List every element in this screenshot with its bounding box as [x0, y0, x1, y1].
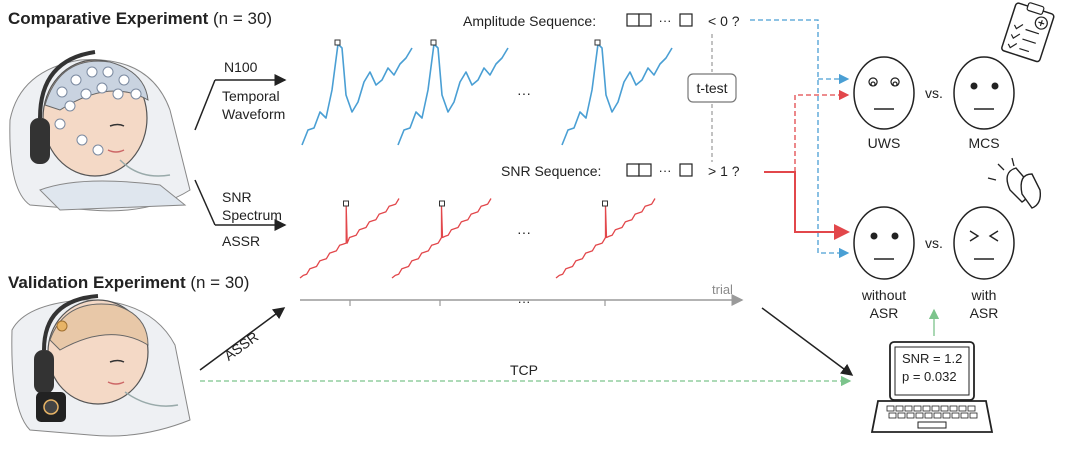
- snr-dots: ···: [659, 163, 672, 178]
- amplitude-dots: ···: [659, 13, 672, 28]
- laptop-key: [895, 405, 904, 412]
- sequence-box: [626, 13, 640, 27]
- peak-marker: [430, 39, 437, 46]
- comparative-title: Comparative Experiment (n = 30): [8, 9, 272, 28]
- snr-to-asr-flow: [764, 171, 850, 240]
- laptop-key: [922, 405, 931, 412]
- laptop-key: [904, 405, 913, 412]
- peak-marker: [439, 200, 445, 207]
- branch-line-top: [194, 79, 216, 131]
- n100-waveform: [301, 43, 413, 146]
- sequence-box: [679, 13, 693, 27]
- laptop-key: [942, 412, 951, 419]
- peak-marker: [343, 200, 349, 207]
- vs-label: vs.: [925, 235, 943, 251]
- snr-spectrum: [299, 198, 400, 279]
- sequence-box: [638, 13, 652, 27]
- ttest-label: t-test: [696, 80, 727, 96]
- amplitude-sequence-label: Amplitude Sequence:: [463, 13, 596, 29]
- peak-marker: [602, 200, 608, 207]
- waveform-label: Waveform: [222, 106, 285, 122]
- snr-spectrum: [391, 198, 492, 279]
- n100-waveforms: [301, 39, 673, 146]
- laptop-key: [924, 412, 933, 419]
- n100-waveform: [561, 43, 673, 146]
- amplitude-condition: < 0 ?: [708, 13, 740, 29]
- laptop-key: [967, 405, 976, 412]
- snr-label: SNR: [222, 189, 252, 205]
- uws-label: UWS: [868, 135, 901, 151]
- branch-line-bottom: [194, 179, 216, 226]
- spectrum-label: Spectrum: [222, 207, 282, 223]
- tcp-label: TCP: [510, 362, 538, 378]
- laptop-key: [931, 405, 940, 412]
- spectrum-ellipsis: ···: [517, 224, 531, 240]
- sequence-box: [638, 163, 652, 177]
- uws-face: [853, 56, 915, 130]
- peak-marker: [334, 39, 341, 46]
- assr-branch-label: ASSR: [222, 233, 260, 249]
- clipboard-icon: [1001, 2, 1055, 63]
- waveform-ellipsis: ···: [517, 85, 531, 101]
- snr-sequence-label: SNR Sequence:: [501, 163, 601, 179]
- laptop-key: [888, 412, 897, 419]
- peak-marker: [594, 39, 601, 46]
- without-asr-face: [853, 206, 915, 280]
- snr-to-uws-flow: [794, 89, 850, 172]
- amplitude-to-asr-flow: [750, 19, 850, 259]
- clapping-hands-icon: [987, 157, 1042, 209]
- laptop-key: [960, 412, 969, 419]
- trial-ellipsis: ···: [518, 294, 531, 309]
- n100-label: N100: [224, 59, 258, 75]
- patient-assr-illustration: [11, 294, 191, 437]
- laptop-key: [949, 405, 958, 412]
- temporal-label: Temporal: [222, 88, 280, 104]
- laptop-p-readout: p = 0.032: [902, 369, 957, 384]
- sequence-box: [679, 163, 693, 177]
- assr-arrow-label: ASSR: [221, 328, 261, 363]
- without-label: without: [861, 287, 906, 303]
- laptop-key: [897, 412, 906, 419]
- laptop-key: [906, 412, 915, 419]
- laptop-key: [913, 405, 922, 412]
- trial-to-laptop-arrow: [761, 307, 854, 376]
- laptop-snr-readout: SNR = 1.2: [902, 351, 962, 366]
- with-asr-face: [953, 206, 1015, 280]
- with-label: with: [971, 287, 997, 303]
- laptop-key: [915, 412, 924, 419]
- vs-label: vs.: [925, 85, 943, 101]
- patient-eeg-illustration: [9, 50, 191, 212]
- laptop-key: [951, 412, 960, 419]
- snr-spectra: [299, 198, 656, 279]
- n100-waveform: [397, 43, 509, 146]
- without-asr-label: ASR: [870, 305, 899, 321]
- mcs-label: MCS: [968, 135, 999, 151]
- laptop-key: [958, 405, 967, 412]
- mcs-face: [953, 56, 1015, 130]
- snr-condition: > 1 ?: [708, 163, 740, 179]
- sequence-box: [626, 163, 640, 177]
- snr-spectrum: [555, 198, 656, 279]
- validation-title: Validation Experiment (n = 30): [8, 273, 249, 292]
- laptop-icon: [870, 341, 994, 433]
- laptop-key: [969, 412, 978, 419]
- assr-arrow: [199, 307, 286, 371]
- laptop-key: [886, 405, 895, 412]
- with-asr-label: ASR: [970, 305, 999, 321]
- laptop-key: [940, 405, 949, 412]
- trial-label: trial: [712, 282, 733, 297]
- laptop-key: [933, 412, 942, 419]
- ttest-box: [687, 73, 737, 103]
